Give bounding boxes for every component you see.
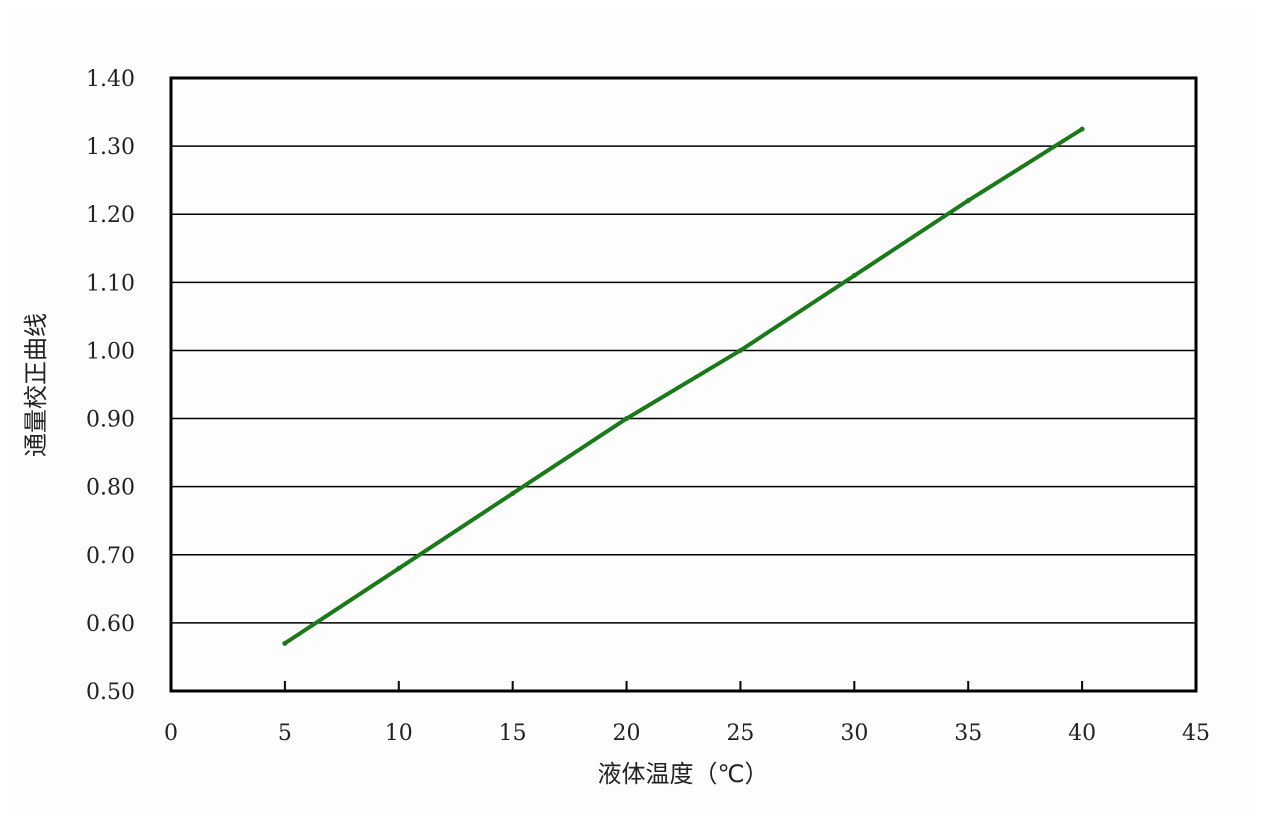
x-tick-label: 40: [1068, 721, 1096, 746]
y-tick-label: 1.40: [86, 67, 135, 92]
axis-ticks: [170, 681, 1197, 691]
data-point: [965, 198, 971, 204]
data-point: [510, 490, 516, 496]
y-tick-label: 0.70: [86, 544, 135, 569]
plot-area-frame: [169, 76, 1198, 693]
x-tick-label: 35: [954, 721, 982, 746]
data-point: [624, 416, 630, 422]
data-point: [282, 640, 288, 646]
gridlines: [171, 145, 1196, 624]
y-tick-label: 1.20: [86, 203, 135, 228]
x-tick-label: 25: [726, 721, 754, 746]
y-axis-title: 通量校正曲线: [22, 313, 50, 457]
x-tick-labels: 0 5 10 15 20 25 30 35 40 45: [164, 721, 1210, 746]
y-tick-label: 0.90: [86, 408, 135, 433]
y-tick-label: 0.80: [86, 476, 135, 501]
x-tick-label: 15: [499, 721, 527, 746]
data-point: [737, 347, 743, 353]
x-tick-label: 45: [1182, 721, 1210, 746]
x-tick-label: 0: [164, 721, 178, 746]
series: [282, 126, 1085, 646]
x-tick-label: 10: [385, 721, 413, 746]
series-line: [282, 127, 1085, 646]
x-axis-title: 液体温度（℃）: [598, 760, 769, 788]
y-tick-label: 0.60: [86, 612, 135, 637]
data-point: [1079, 126, 1085, 132]
data-point: [396, 565, 402, 571]
y-tick-label: 1.00: [86, 339, 135, 364]
data-point: [851, 273, 857, 279]
x-tick-label: 5: [278, 721, 292, 746]
x-tick-label: 20: [613, 721, 641, 746]
y-tick-label: 0.50: [86, 680, 135, 705]
y-tick-label: 1.10: [86, 271, 135, 296]
x-tick-label: 30: [840, 721, 868, 746]
chart-panel: [10, 10, 1254, 813]
y-tick-labels: 0.50 0.60 0.70 0.80 0.90 1.00 1.10 1.20 1.30 1.40: [86, 67, 135, 705]
y-tick-label: 1.30: [86, 135, 135, 160]
